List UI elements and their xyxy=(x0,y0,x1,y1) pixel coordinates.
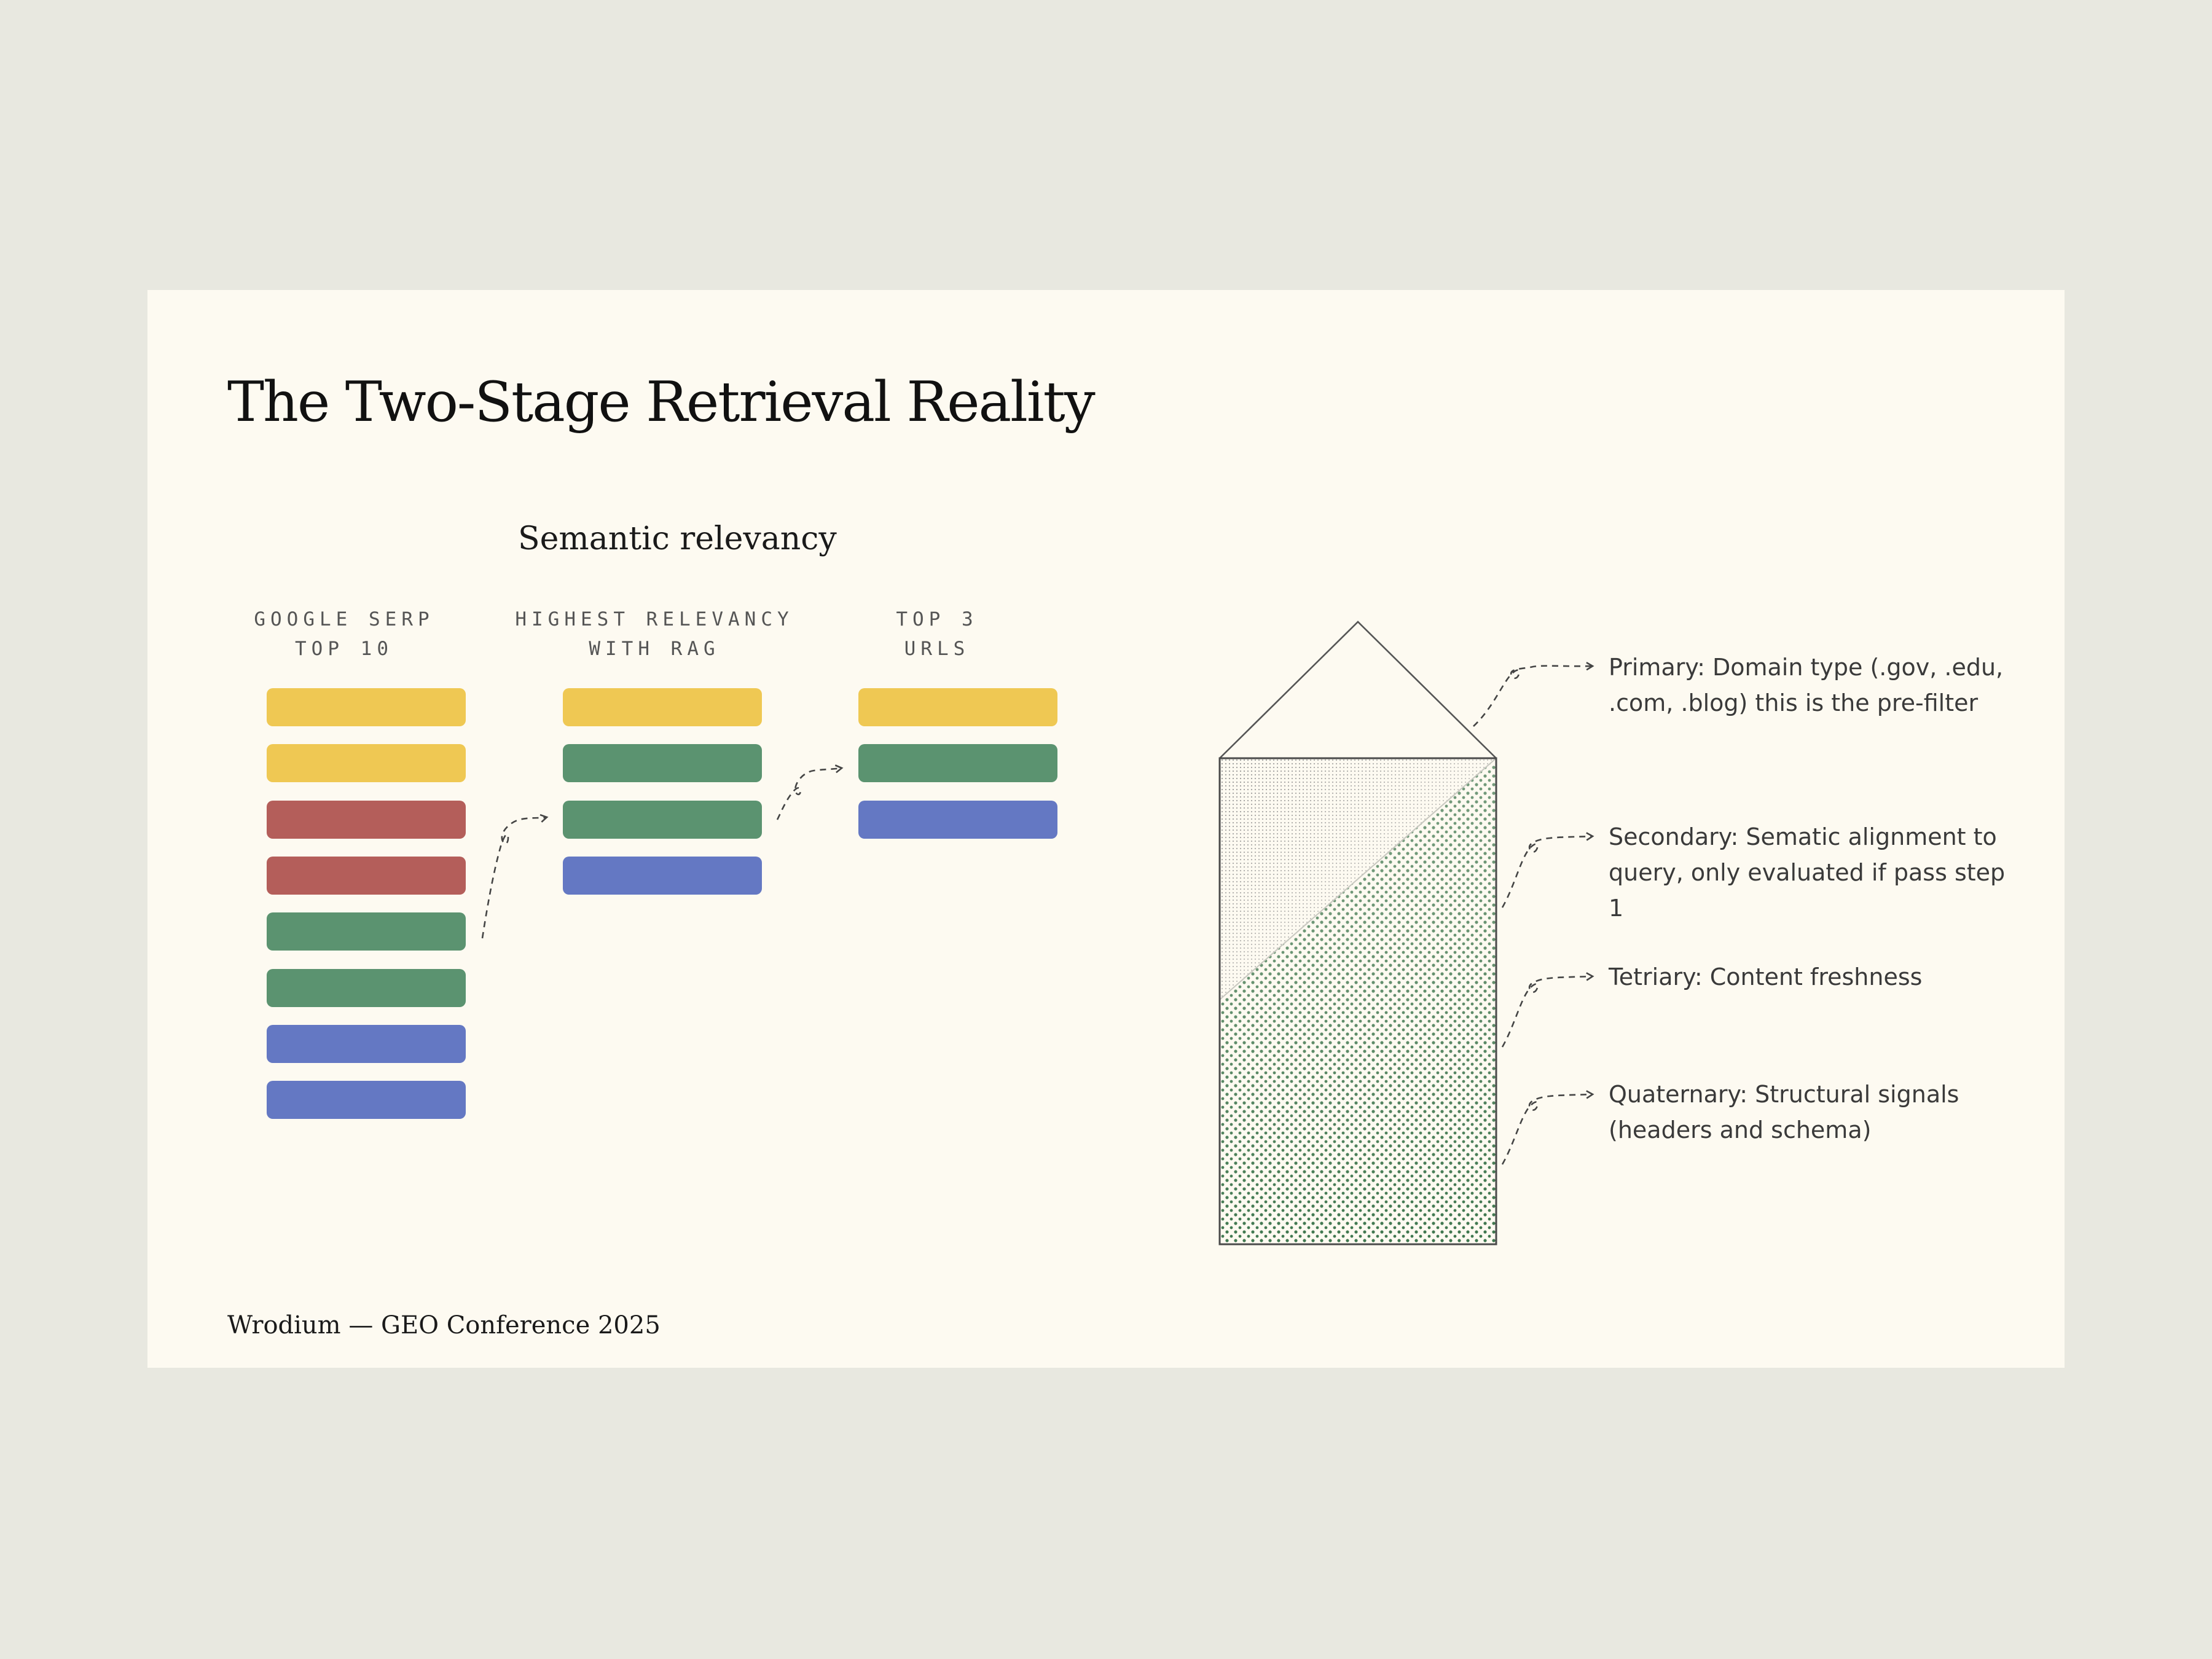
ranking-bar-green xyxy=(267,912,466,951)
connector-quaternary xyxy=(1501,1090,1594,1165)
annotation-tertiary: Tetriary: Content freshness xyxy=(1609,963,1923,990)
ranking-bar-yellow xyxy=(267,688,466,726)
ranking-bar-blue xyxy=(563,856,762,895)
connector-secondary xyxy=(1501,832,1594,908)
ranking-bar-yellow xyxy=(858,688,1057,726)
ranking-bar-blue xyxy=(267,1024,466,1063)
tower-body xyxy=(1218,757,1497,1245)
column-header-rag: HIGHEST RELEVANCY WITH RAG xyxy=(513,605,796,664)
connector-serp-to-rag xyxy=(481,814,549,939)
tower-roof xyxy=(1219,621,1497,759)
column-header-top3: TOP 3 URLS xyxy=(836,605,1038,664)
ranking-bar-green xyxy=(267,968,466,1007)
annotation-primary: Primary: Domain type (.gov, .edu, .com, … xyxy=(1609,654,2004,716)
ranking-bar-blue xyxy=(858,800,1057,839)
column-header-line: GOOGLE SERP xyxy=(254,608,434,630)
column-header-line: HIGHEST RELEVANCY xyxy=(515,608,794,630)
ranking-bar-green xyxy=(858,744,1057,783)
ranking-bar-yellow xyxy=(563,688,762,726)
column-header-line: WITH RAG xyxy=(589,638,720,660)
footer-credit: Wrodium — GEO Conference 2025 xyxy=(227,1311,661,1339)
ranking-bar-red xyxy=(267,800,466,839)
connector-tertiary xyxy=(1501,972,1594,1048)
stage-subtitle: Semantic relevancy xyxy=(518,520,837,557)
annotation-quaternary: Quaternary: Structural signals (headers … xyxy=(1609,1081,1959,1143)
ranking-bar-green xyxy=(563,800,762,839)
column-header-serp: GOOGLE SERP TOP 10 xyxy=(243,605,445,664)
ranking-bar-green xyxy=(563,744,762,783)
column-header-line: URLS xyxy=(904,638,970,660)
slide-title: The Two-Stage Retrieval Reality xyxy=(227,370,1096,434)
column-header-line: TOP 10 xyxy=(295,638,393,660)
connector-rag-to-top3 xyxy=(776,764,844,820)
slide: The Two-Stage Retrieval Reality Semantic… xyxy=(147,290,2065,1368)
annotation-secondary: Secondary: Sematic alignment to query, o… xyxy=(1609,823,2006,922)
ranking-bar-yellow xyxy=(267,744,466,783)
ranking-bar-blue xyxy=(267,1081,466,1120)
connector-primary xyxy=(1473,662,1594,727)
ranking-bar-red xyxy=(267,856,466,895)
diagram-graphics xyxy=(481,621,1594,1245)
column-header-line: TOP 3 xyxy=(896,608,978,630)
